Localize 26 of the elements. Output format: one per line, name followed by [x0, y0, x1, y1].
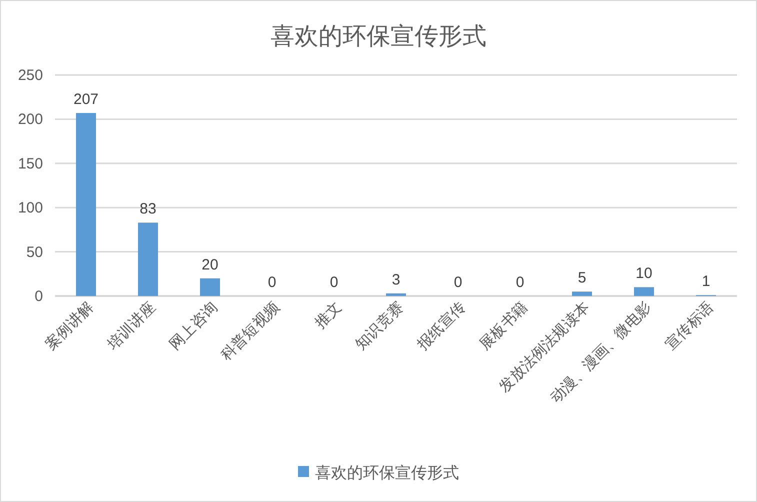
data-label: 0	[268, 274, 276, 291]
data-label: 10	[636, 265, 652, 282]
data-label: 0	[330, 274, 338, 291]
data-label: 0	[516, 274, 524, 291]
x-tick-label: 知识竞赛	[352, 298, 407, 354]
data-label: 20	[202, 256, 218, 274]
x-tick-label: 案例讲解	[42, 298, 97, 354]
y-tick-label: 100	[18, 200, 43, 217]
y-tick-label: 250	[18, 67, 43, 84]
x-tick-label: 推文	[312, 298, 345, 332]
y-tick-label: 200	[18, 111, 43, 128]
x-tick-label: 宣传标语	[662, 298, 717, 354]
data-label: 207	[73, 91, 99, 108]
x-tick-label: 报纸宣传	[414, 298, 469, 354]
y-tick-label: 0	[34, 288, 43, 305]
data-label: 0	[454, 274, 462, 291]
title: 喜欢的环保宣传形式	[270, 23, 486, 50]
data-label: 1	[702, 273, 710, 290]
x-tick-label: 展板书籍	[476, 298, 531, 354]
y-tick-label: 150	[18, 155, 43, 172]
y-tick-label: 50	[26, 244, 43, 261]
data-label: 83	[140, 200, 156, 218]
legend-label: 喜欢的环保宣传形式	[315, 465, 459, 482]
data-label: 3	[392, 271, 400, 288]
data-label: 5	[578, 270, 586, 287]
x-tick-label: 培训讲座	[104, 298, 159, 354]
